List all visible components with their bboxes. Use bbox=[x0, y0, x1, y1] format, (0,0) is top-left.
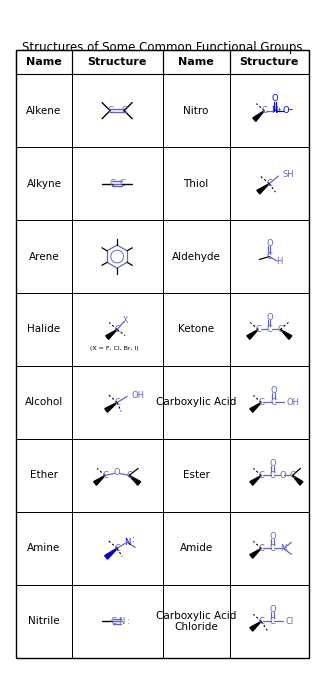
Text: Ether: Ether bbox=[30, 471, 58, 480]
Text: Alcohol: Alcohol bbox=[25, 397, 63, 408]
Text: C: C bbox=[266, 179, 272, 188]
Polygon shape bbox=[250, 475, 261, 485]
Text: SH: SH bbox=[282, 170, 294, 179]
Text: Name: Name bbox=[178, 57, 214, 68]
Text: Nitro: Nitro bbox=[184, 106, 209, 116]
Text: O: O bbox=[114, 468, 121, 477]
Text: Structures of Some Common Functional Groups: Structures of Some Common Functional Gro… bbox=[22, 41, 303, 55]
Text: C: C bbox=[110, 617, 116, 626]
Text: Halide: Halide bbox=[27, 324, 60, 335]
Text: Name: Name bbox=[26, 57, 62, 68]
Text: Amine: Amine bbox=[27, 543, 60, 553]
Text: Ketone: Ketone bbox=[178, 324, 214, 335]
Text: Structure: Structure bbox=[240, 57, 299, 68]
Text: O: O bbox=[270, 386, 277, 395]
Text: Cl: Cl bbox=[285, 617, 294, 626]
Polygon shape bbox=[94, 475, 105, 485]
Text: O: O bbox=[279, 471, 286, 480]
Polygon shape bbox=[105, 402, 117, 413]
Text: Carboxylic Acid: Carboxylic Acid bbox=[156, 397, 236, 408]
Text: Thiol: Thiol bbox=[184, 179, 209, 188]
Text: (X = F, Cl, Br, I): (X = F, Cl, Br, I) bbox=[90, 346, 138, 351]
Polygon shape bbox=[250, 621, 261, 631]
Text: O: O bbox=[269, 459, 276, 468]
Polygon shape bbox=[106, 330, 117, 339]
Text: H: H bbox=[276, 257, 282, 266]
Polygon shape bbox=[280, 330, 292, 339]
Text: N: N bbox=[124, 538, 130, 547]
Text: Alkyne: Alkyne bbox=[26, 179, 61, 188]
Text: C: C bbox=[107, 106, 113, 115]
Text: Alkene: Alkene bbox=[26, 106, 61, 116]
Text: +: + bbox=[276, 107, 281, 112]
Text: O: O bbox=[269, 604, 276, 614]
Text: OH: OH bbox=[286, 398, 299, 407]
Text: C: C bbox=[126, 471, 132, 480]
Text: O: O bbox=[271, 94, 278, 103]
Text: C: C bbox=[278, 325, 283, 334]
Polygon shape bbox=[250, 549, 261, 558]
Polygon shape bbox=[292, 475, 303, 485]
Text: :: : bbox=[127, 617, 130, 626]
Text: N: N bbox=[280, 544, 287, 553]
Text: C: C bbox=[261, 106, 267, 115]
Text: Nitrile: Nitrile bbox=[28, 616, 60, 627]
Polygon shape bbox=[257, 184, 269, 194]
Text: C: C bbox=[102, 471, 108, 480]
Text: C: C bbox=[269, 617, 275, 626]
Text: C: C bbox=[258, 471, 264, 480]
Text: O: O bbox=[266, 239, 273, 248]
Polygon shape bbox=[253, 110, 264, 121]
Text: −: − bbox=[288, 107, 293, 112]
Text: C: C bbox=[270, 398, 276, 407]
Text: C: C bbox=[114, 398, 120, 407]
Polygon shape bbox=[129, 475, 141, 485]
Text: Aldehyde: Aldehyde bbox=[172, 252, 221, 262]
Text: OH: OH bbox=[131, 391, 144, 400]
Text: C: C bbox=[266, 252, 272, 261]
Polygon shape bbox=[105, 549, 118, 559]
Text: O: O bbox=[266, 313, 273, 322]
Text: C: C bbox=[258, 544, 264, 553]
Text: C: C bbox=[114, 325, 120, 334]
Text: C: C bbox=[119, 179, 125, 188]
Text: Carboxylic Acid
Chloride: Carboxylic Acid Chloride bbox=[156, 611, 236, 632]
Text: C: C bbox=[109, 179, 115, 188]
Text: C: C bbox=[266, 325, 272, 334]
Text: N: N bbox=[118, 617, 124, 626]
Text: O: O bbox=[269, 532, 276, 541]
Text: O: O bbox=[282, 106, 289, 115]
Text: C: C bbox=[255, 325, 261, 334]
Text: Arene: Arene bbox=[29, 252, 59, 262]
Text: :: : bbox=[132, 535, 135, 544]
Text: C: C bbox=[121, 106, 127, 115]
Text: C: C bbox=[269, 544, 275, 553]
Text: C: C bbox=[269, 471, 275, 480]
Text: N: N bbox=[271, 106, 278, 115]
Text: C: C bbox=[290, 471, 295, 480]
Text: Ester: Ester bbox=[183, 471, 210, 480]
Text: C: C bbox=[114, 544, 120, 553]
Polygon shape bbox=[250, 402, 261, 412]
Text: Structure: Structure bbox=[87, 57, 147, 68]
Text: C: C bbox=[258, 398, 264, 407]
Text: C: C bbox=[258, 617, 264, 626]
Text: Amide: Amide bbox=[179, 543, 213, 553]
Polygon shape bbox=[247, 330, 258, 339]
Text: X: X bbox=[123, 316, 128, 325]
